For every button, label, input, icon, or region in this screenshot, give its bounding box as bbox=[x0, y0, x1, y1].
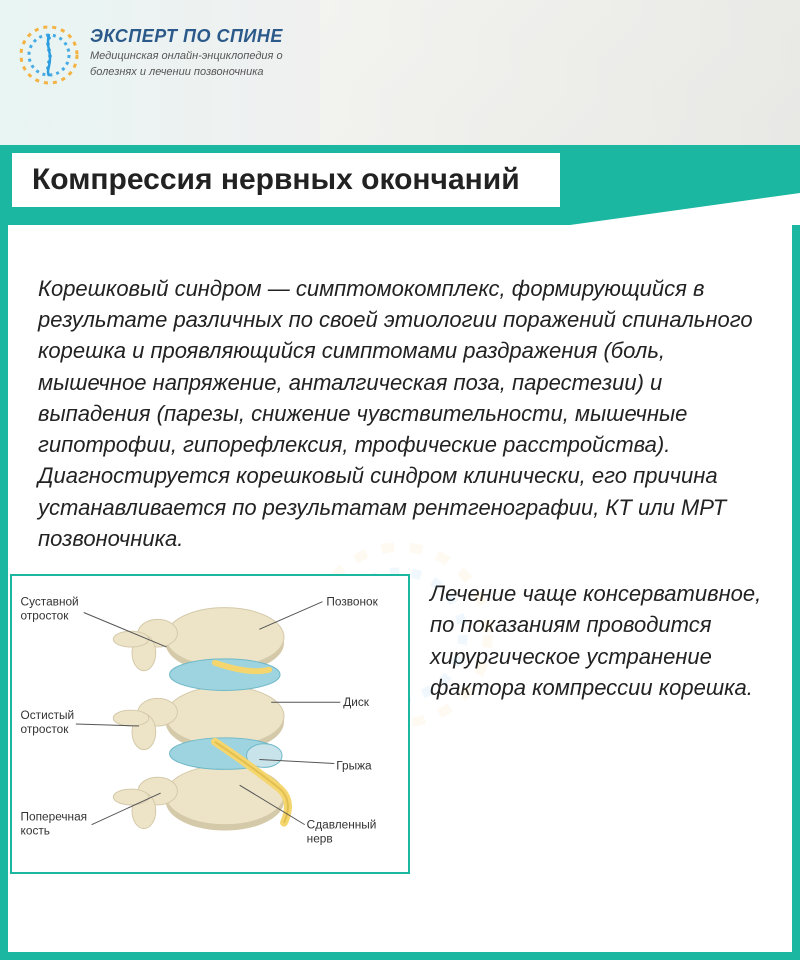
logo-icon bbox=[14, 20, 84, 90]
tagline-line1: Медицинская онлайн-энциклопедия о bbox=[90, 49, 283, 63]
diagram-label: Грыжа bbox=[336, 758, 372, 772]
brand-name: ЭКСПЕРТ ПО СПИНЕ bbox=[90, 26, 283, 47]
diagram-label: Позвонок bbox=[326, 595, 378, 609]
tagline-line2: болезнях и лечении позвоночника bbox=[90, 65, 283, 79]
diagram-label: кость bbox=[21, 824, 50, 838]
content-area: Корешковый синдром — симптомокомплекс, ф… bbox=[0, 225, 800, 960]
spine-diagram: СуставнойотростокОстистыйотростокПопереч… bbox=[10, 574, 410, 874]
logo-text: ЭКСПЕРТ ПО СПИНЕ Медицинская онлайн-энци… bbox=[90, 20, 283, 80]
diagram-label: отросток bbox=[21, 722, 70, 736]
hero-background bbox=[320, 0, 800, 145]
logo: ЭКСПЕРТ ПО СПИНЕ Медицинская онлайн-энци… bbox=[14, 20, 283, 90]
diagram-label: Остистый bbox=[21, 708, 75, 722]
diagram-label: Суставной bbox=[21, 595, 79, 609]
diagram-label: Сдавленный bbox=[307, 818, 377, 832]
main-paragraph: Корешковый синдром — симптомокомплекс, ф… bbox=[38, 273, 762, 554]
diagram-label: отросток bbox=[21, 609, 70, 623]
diagram-label: Диск bbox=[343, 695, 370, 709]
header: ЭКСПЕРТ ПО СПИНЕ Медицинская онлайн-энци… bbox=[0, 0, 800, 145]
side-paragraph: Лечение чаще консервативное, по показани… bbox=[430, 574, 762, 703]
title-corner-shape bbox=[570, 193, 800, 225]
lower-row: СуставнойотростокОстистыйотростокПопереч… bbox=[38, 574, 762, 856]
diagram-label: Поперечная bbox=[21, 810, 88, 824]
page-title: Компрессия нервных окончаний bbox=[12, 153, 560, 207]
title-band: Компрессия нервных окончаний bbox=[0, 145, 800, 225]
diagram-label: нерв bbox=[307, 832, 333, 846]
